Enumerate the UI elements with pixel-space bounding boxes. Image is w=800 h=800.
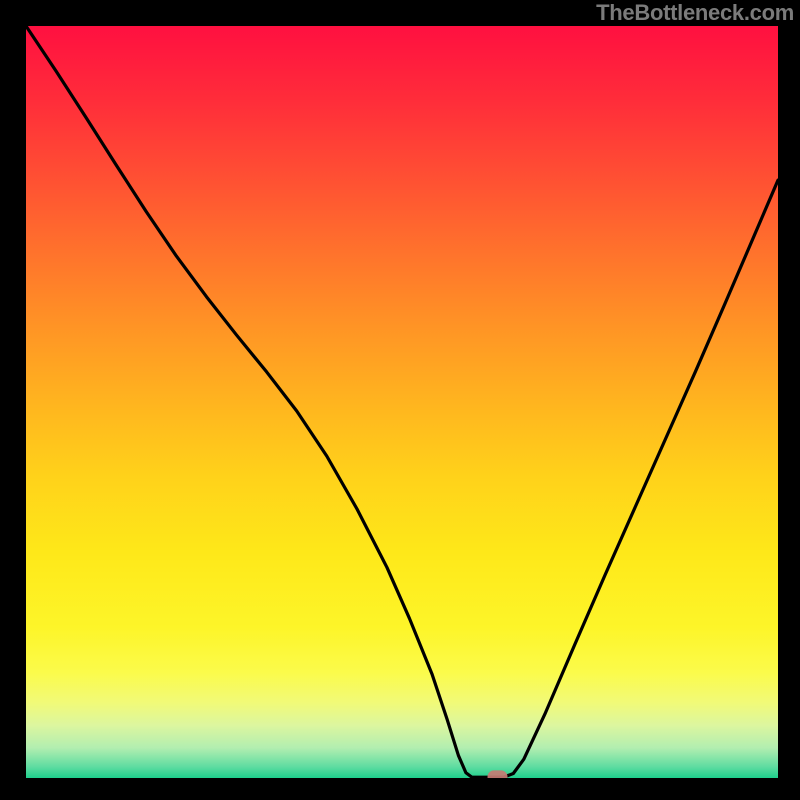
gradient-fill <box>26 26 778 778</box>
watermark-text: TheBottleneck.com <box>596 0 794 26</box>
chart-svg <box>26 26 778 778</box>
plot-area <box>26 26 778 778</box>
optimum-marker <box>488 770 508 778</box>
